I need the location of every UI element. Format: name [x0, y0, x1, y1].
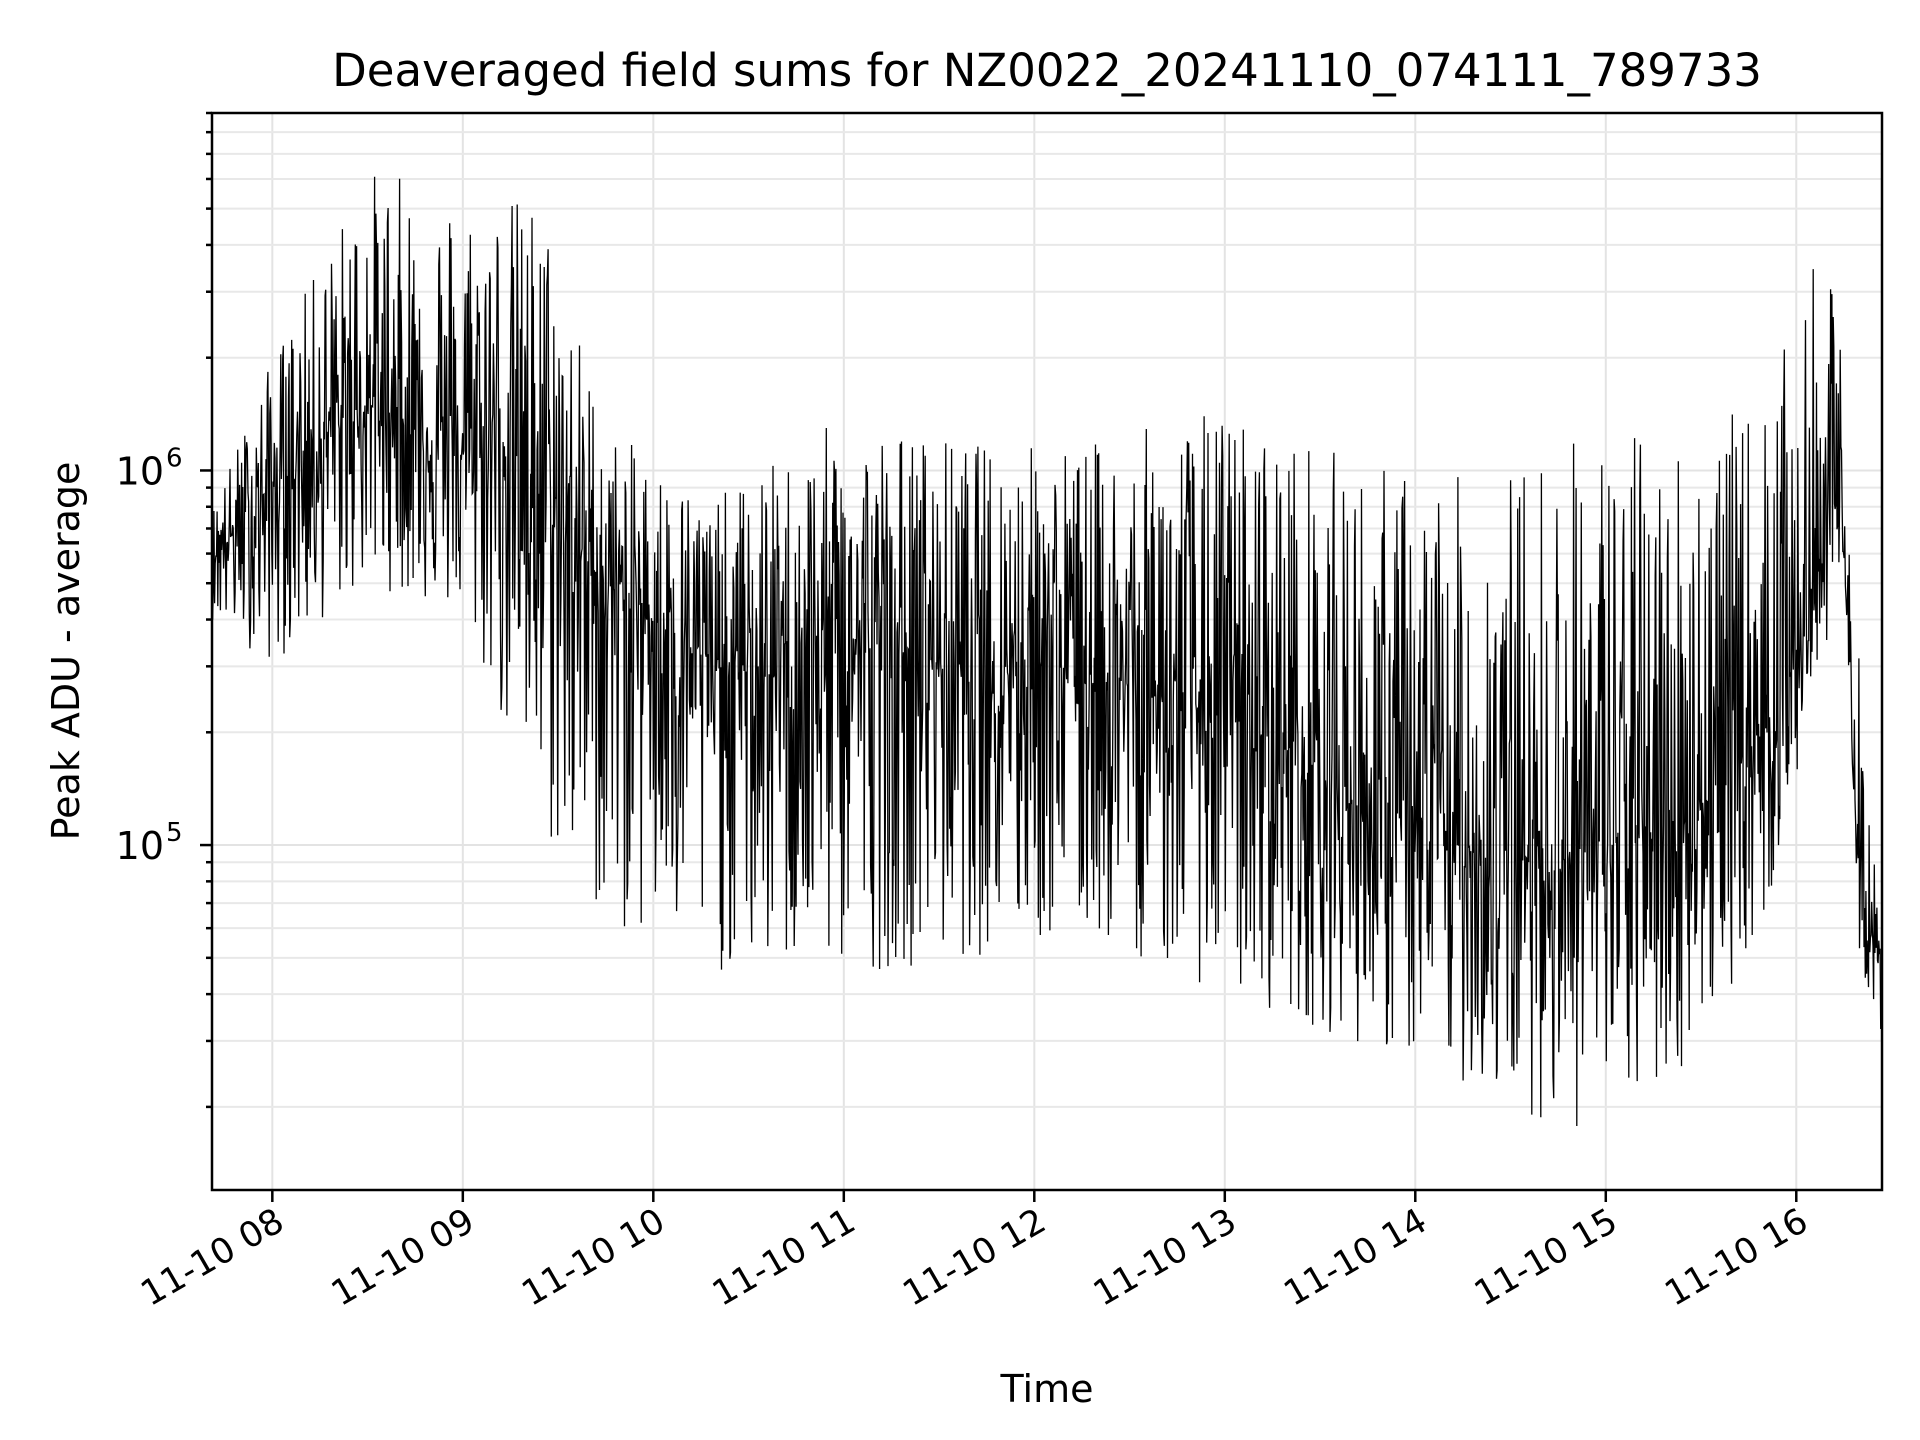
- x-tick-label: 11-10 12: [897, 1201, 1053, 1314]
- y-tick-label: 10: [116, 449, 164, 493]
- y-axis-label: Peak ADU - average: [44, 462, 88, 841]
- y-tick-exponent: 5: [166, 818, 183, 848]
- y-tick-label: 10: [116, 824, 164, 868]
- y-tick-exponent: 6: [166, 443, 183, 473]
- x-tick-label: 11-10 08: [135, 1201, 291, 1314]
- plot-frame: [210, 111, 1884, 1192]
- x-tick-label: 11-10 11: [706, 1201, 862, 1314]
- x-tick-label: 11-10 14: [1277, 1201, 1433, 1314]
- x-axis-label: Time: [1000, 1367, 1094, 1411]
- x-axis: 11-10 08 11-10 09 11-10 10 11-10 11 11-10 12…: [135, 1190, 1815, 1314]
- series-line: [211, 176, 1883, 1127]
- x-tick-label: 11-10 16: [1658, 1201, 1814, 1314]
- x-tick-label: 11-10 15: [1468, 1201, 1624, 1314]
- x-tick-label: 11-10 13: [1087, 1201, 1243, 1314]
- x-tick-label: 11-10 09: [325, 1201, 481, 1314]
- chart-title: Deaveraged field sums for NZ0022_2024111…: [332, 44, 1762, 97]
- x-tick-label: 11-10 10: [516, 1201, 672, 1314]
